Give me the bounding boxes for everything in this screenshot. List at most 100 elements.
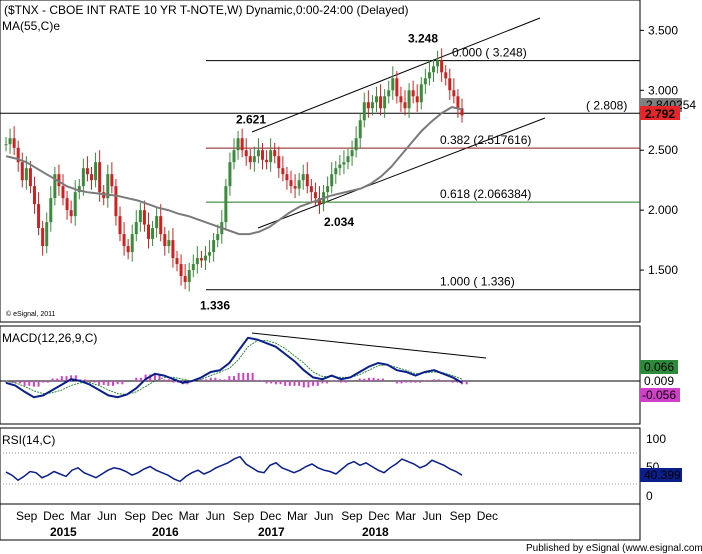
candle-body — [415, 96, 419, 103]
candle-body — [134, 222, 138, 235]
candle-body — [171, 240, 175, 259]
candle-body — [248, 156, 252, 163]
candle-body — [354, 138, 358, 151]
candle-body — [301, 174, 305, 181]
month-label: Jun — [423, 509, 442, 523]
annotation-2.621: 2.621 — [236, 113, 266, 127]
candle-body — [419, 84, 423, 103]
candle-body — [318, 198, 321, 205]
year-label: 2016 — [152, 525, 179, 539]
candle-body — [236, 138, 240, 151]
month-label: Dec — [368, 509, 389, 523]
support-label: ( 2.808) — [586, 98, 627, 112]
candle-body — [53, 174, 57, 199]
candle-body — [69, 210, 73, 217]
candle-body — [110, 174, 114, 187]
month-label: Sep — [16, 509, 38, 523]
candle-body — [411, 90, 415, 97]
candle-body — [16, 147, 20, 163]
candle-body — [163, 234, 167, 247]
candle-body — [212, 240, 216, 253]
macd-line — [5, 336, 463, 399]
rsi-tick-100: 100 — [646, 432, 666, 446]
candle-body — [281, 168, 285, 175]
candle-body — [195, 258, 199, 265]
candle-body — [85, 168, 89, 175]
candle-body — [199, 258, 203, 261]
candle-body — [204, 255, 207, 261]
candle-body — [167, 240, 171, 247]
candle-body — [399, 96, 403, 103]
channel-lower-line — [257, 117, 546, 229]
time-axis-frame — [0, 503, 641, 541]
price-y-axis: 3.500 3.000 2.500 2.000 1.500 — [640, 23, 678, 277]
candle-body — [309, 186, 313, 193]
candle-body — [395, 78, 399, 97]
candle-body — [183, 276, 187, 283]
month-label: Sep — [341, 509, 363, 523]
month-label: Dec — [260, 509, 281, 523]
candle-body — [114, 186, 118, 217]
candle-body — [432, 66, 435, 73]
candle-body — [252, 156, 256, 163]
candle-body — [346, 156, 350, 163]
candle-body — [387, 90, 391, 97]
candle-body — [142, 210, 146, 225]
macd-histogram — [5, 372, 468, 388]
candle-body — [232, 150, 236, 163]
candle-body — [138, 210, 142, 223]
price-tick-label: 3.000 — [648, 83, 678, 97]
month-label: Jun — [206, 509, 225, 523]
candle-body — [427, 72, 431, 79]
candle-body — [379, 96, 383, 109]
footer-credit: Published by eSignal (www.esignal.com) — [526, 543, 702, 554]
candle-body — [8, 138, 12, 145]
candle-body — [94, 162, 98, 181]
fibonacci-levels: 0.000 ( 3.248) 0.382 (2.517616) 0.618 (2.0… — [0, 46, 640, 291]
candle-body — [403, 102, 407, 109]
candle-body — [228, 162, 232, 187]
candle-body — [293, 186, 297, 189]
year-label: 2017 — [258, 525, 285, 539]
candle-body — [81, 168, 85, 187]
month-label: Mar — [395, 509, 416, 523]
candle-body — [375, 96, 378, 103]
candle-body — [12, 138, 16, 148]
macd-panel-frame — [0, 325, 641, 425]
month-label: Dec — [477, 509, 498, 523]
candle-body — [297, 180, 301, 189]
candle-body — [370, 102, 374, 109]
candle-body — [155, 216, 159, 229]
year-label: 2018 — [362, 525, 389, 539]
price-tick-label: 2.000 — [648, 203, 678, 217]
price-candles — [4, 48, 464, 292]
candle-body — [285, 174, 289, 181]
candle-body — [448, 78, 452, 91]
month-label: Jun — [314, 509, 333, 523]
candle-body — [41, 228, 45, 247]
candle-body — [277, 156, 281, 169]
month-label: Sep — [233, 509, 255, 523]
channel-upper-line — [251, 17, 541, 133]
candle-body — [179, 264, 183, 277]
annotation-3.248: 3.248 — [408, 32, 438, 46]
candle-body — [256, 150, 260, 157]
candle-body — [57, 174, 61, 187]
price-annotations: 3.248 2.621 2.034 1.336 — [200, 32, 438, 313]
candle-body — [151, 228, 155, 239]
candle-body — [313, 192, 317, 199]
annotation-2.034: 2.034 — [324, 215, 354, 229]
candle-body — [460, 108, 464, 116]
month-label: Jun — [97, 509, 116, 523]
rsi-panel-frame — [0, 427, 641, 505]
rsi-title: RSI(14,C) — [2, 433, 55, 447]
candle-body — [191, 264, 195, 271]
price-tick-label: 3.500 — [648, 23, 678, 37]
candle-body — [358, 120, 362, 139]
month-label: Sep — [124, 509, 146, 523]
price-tick-label: 2.500 — [648, 143, 678, 157]
candle-body — [61, 186, 65, 199]
last-price: 2.792 — [645, 107, 675, 121]
price-panel-frame — [0, 0, 641, 323]
